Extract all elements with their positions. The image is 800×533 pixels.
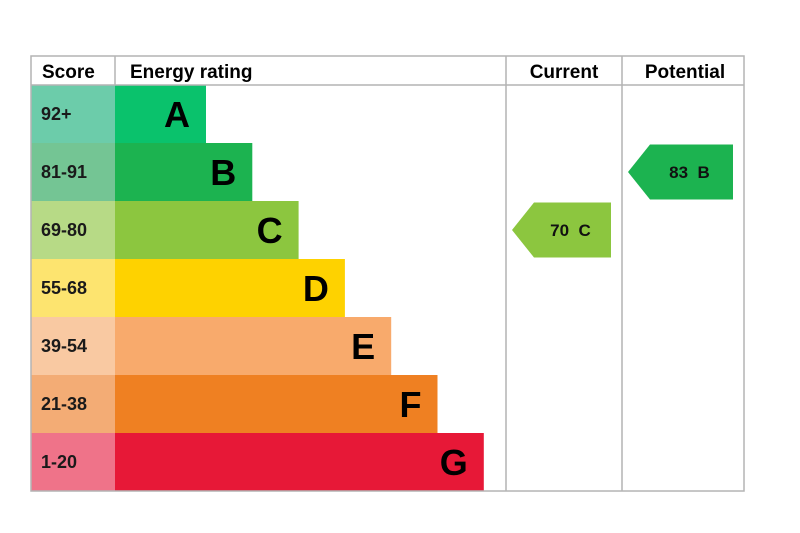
potential-label: 83 B bbox=[669, 163, 710, 182]
score-cell-b bbox=[31, 143, 115, 201]
band-letter-b: B bbox=[210, 152, 236, 193]
score-label-g: 1-20 bbox=[41, 452, 77, 472]
score-cell-e bbox=[31, 317, 115, 375]
band-bar-g bbox=[115, 433, 484, 491]
score-cell-c bbox=[31, 201, 115, 259]
score-cell-f bbox=[31, 375, 115, 433]
potential-arrow bbox=[628, 144, 733, 200]
score-label-c: 69-80 bbox=[41, 220, 87, 240]
current-label: 70 C bbox=[550, 221, 591, 240]
score-label-a: 92+ bbox=[41, 104, 72, 124]
score-label-b: 81-91 bbox=[41, 162, 87, 182]
score-label-d: 55-68 bbox=[41, 278, 87, 298]
score-label-f: 21-38 bbox=[41, 394, 87, 414]
score-cell-d bbox=[31, 259, 115, 317]
band-letter-g: G bbox=[440, 442, 468, 483]
table-grid bbox=[30, 55, 745, 492]
current-arrow bbox=[512, 202, 611, 258]
band-letter-f: F bbox=[400, 384, 422, 425]
band-bar-d bbox=[115, 259, 345, 317]
band-letter-d: D bbox=[303, 268, 329, 309]
rating-bands: 92+ A 81-91 B 69-80 C 55-68 D 39-54 E 21-38 F 1-20 G bbox=[31, 85, 484, 491]
band-bar-e bbox=[115, 317, 392, 375]
header-score: Score bbox=[42, 62, 95, 83]
score-cell-a bbox=[31, 85, 115, 143]
band-letter-c: C bbox=[257, 210, 283, 251]
band-bar-f bbox=[115, 375, 438, 433]
band-letter-e: E bbox=[351, 326, 375, 367]
header-current: Current bbox=[530, 62, 599, 83]
header-potential: Potential bbox=[645, 62, 725, 83]
score-label-e: 39-54 bbox=[41, 336, 87, 356]
score-cell-g bbox=[31, 433, 115, 491]
band-bar-a bbox=[115, 85, 206, 143]
header-energy-rating: Energy rating bbox=[130, 62, 252, 83]
rating-arrows: 70 C 83 B bbox=[512, 144, 733, 258]
band-bar-c bbox=[115, 201, 299, 259]
grid-border bbox=[30, 55, 745, 492]
band-bar-b bbox=[115, 143, 253, 201]
band-letter-a: A bbox=[164, 94, 190, 135]
